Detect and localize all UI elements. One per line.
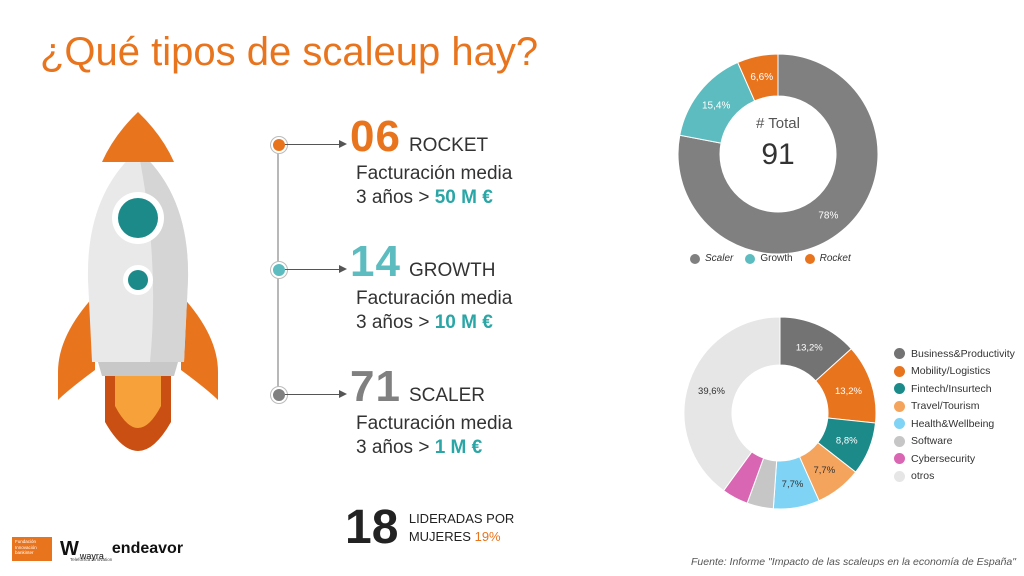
slice-label-mobility-logistics: 13,2% [835, 386, 862, 397]
wayra-logo: W wayra [60, 538, 104, 561]
legend-swatch [894, 435, 905, 447]
type-count: 06 [350, 112, 401, 161]
wayra-subtitle: Telefónica Innovation [70, 557, 113, 562]
type-block-scaler: 71 SCALER Facturación media 3 años > 1 M … [350, 362, 512, 460]
sector-donut-chart: 13,2% 13,2% 8,8% 7,7% 7,7% 39,6% [683, 316, 877, 510]
slice-label-growth: 15,4% [702, 100, 730, 111]
legend-swatch [894, 453, 905, 465]
endeavor-logo: endeavor [111, 540, 184, 557]
slice-otros [683, 316, 781, 492]
donut-center-label: # Total [756, 115, 800, 132]
legend-item-otros: otros [894, 468, 1015, 486]
type-value: 1 M € [434, 437, 483, 458]
rocket-fin-right [181, 295, 218, 400]
type-label: Facturación media [356, 288, 513, 309]
legend-label: Mobility/Logistics [911, 365, 991, 378]
type-value: 50 M € [434, 187, 493, 208]
rocket-nose [102, 112, 174, 162]
page-title: ¿Qué tipos de scaleup hay? [40, 30, 539, 74]
type-name: ROCKET [408, 135, 489, 156]
type-name: GROWTH [408, 260, 496, 281]
legend-item-fintech-insurtech: Fintech/Insurtech [894, 380, 1015, 398]
legend-swatch [894, 400, 905, 412]
slice-label-otros: 39,6% [698, 386, 725, 397]
type-count: 71 [350, 362, 401, 411]
type-block-rocket: 06 ROCKET Facturación media 3 años > 50 M… [350, 112, 512, 210]
type-count: 14 [350, 237, 401, 286]
arrow-rocket [285, 140, 347, 148]
legend-swatch [894, 348, 905, 360]
type-prefix: 3 años > [356, 187, 430, 208]
women-led-line1: LIDERADAS POR [408, 510, 515, 526]
legend-label: Travel/Tourism [911, 400, 980, 413]
type-value: 10 M € [434, 312, 493, 333]
legend-label: otros [911, 470, 935, 483]
type-label: Facturación media [356, 413, 513, 434]
legend-swatch [894, 418, 905, 430]
legend-item-travel-tourism: Travel/Tourism [894, 398, 1015, 416]
rocket-fin-left [58, 295, 95, 400]
timeline-dot-scaler [271, 387, 287, 403]
type-label: Facturación media [356, 163, 513, 184]
legend-item-software: Software [894, 433, 1015, 451]
arrow-growth [285, 265, 347, 273]
women-led-line2: MUJERES [408, 528, 471, 544]
type-prefix: 3 años > [356, 312, 430, 333]
legend-label: Cybersecurity [911, 452, 976, 465]
legend-item-scaler: Scaler [690, 253, 733, 264]
wayra-mark-icon: W [60, 537, 79, 560]
slice-label-travel-tourism: 7,7% [813, 465, 835, 476]
slice-label-business-productivity: 13,2% [796, 343, 823, 354]
women-led-stat: 18 LIDERADAS POR MUJERES 19% [345, 500, 514, 555]
fundacion-logo: Fundación Innovación bankinter [12, 537, 52, 561]
legend-item-rocket: Rocket [804, 253, 851, 264]
legend-label: Software [911, 435, 953, 448]
sector-donut-legend: Business&Productivity Mobility/Logistics F… [894, 345, 1015, 485]
slice-label-rocket: 6,6% [750, 72, 773, 83]
legend-item-business-productivity: Business&Productivity [894, 345, 1015, 363]
legend-item-growth: Growth [745, 253, 793, 264]
timeline-dot-growth [271, 262, 287, 278]
total-donut-legend: Scaler Growth Rocket [690, 253, 863, 264]
slice-label-fintech-insurtech: 8,8% [836, 435, 858, 446]
legend-label: Business&Productivity [911, 347, 1015, 360]
legend-item-cybersecurity: Cybersecurity [894, 450, 1015, 468]
donut-center-value: 91 [761, 138, 794, 171]
total-donut-chart: 78% 15,4% 6,6% # Total 91 [677, 53, 879, 255]
type-prefix: 3 años > [356, 437, 430, 458]
rocket-flame-inner [115, 372, 161, 428]
legend-label: Fintech/Insurtech [911, 382, 992, 395]
legend-label: Scaler [705, 253, 734, 264]
type-name: SCALER [408, 385, 485, 406]
women-led-count: 18 [345, 501, 399, 554]
legend-item-health-wellbeing: Health&Wellbeing [894, 415, 1015, 433]
legend-swatch [894, 365, 905, 377]
legend-label: Rocket [819, 253, 851, 264]
legend-label: Growth [760, 253, 793, 264]
arrow-scaler [285, 390, 347, 398]
slice-scaler [677, 53, 879, 255]
slice-rocket [737, 53, 779, 102]
rocket-nozzle [98, 362, 178, 376]
legend-item-mobility-logistics: Mobility/Logistics [894, 363, 1015, 381]
slice-label-health-wellbeing: 7,7% [782, 479, 804, 490]
source-note: Fuente: Informe "Impacto de las scaleups… [691, 556, 1016, 568]
legend-swatch [894, 383, 905, 395]
type-block-growth: 14 GROWTH Facturación media 3 años > 10 M… [350, 237, 512, 335]
slice-label-scaler: 78% [818, 210, 838, 221]
timeline-dot-rocket [271, 137, 287, 153]
women-led-pct: 19% [474, 528, 501, 544]
rocket-illustration [58, 112, 218, 451]
legend-swatch [690, 253, 700, 264]
legend-swatch [745, 253, 756, 264]
wayra-text: wayra [79, 550, 104, 561]
legend-swatch [804, 253, 815, 264]
logos-bar: Fundación Innovación bankinter W wayra T… [12, 537, 184, 562]
legend-swatch [894, 470, 905, 482]
legend-label: Health&Wellbeing [911, 417, 995, 430]
